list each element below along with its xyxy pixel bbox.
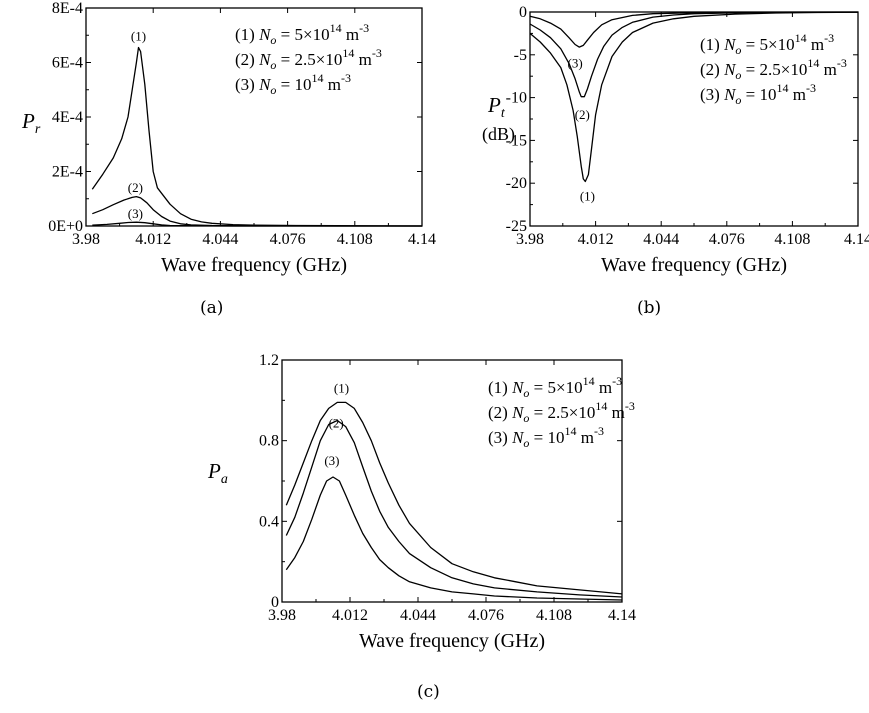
x-tick-label: 4.108 — [337, 231, 373, 248]
legend: (1) No = 5×1014 m-3(2) No = 2.5×1014 m-3… — [700, 31, 847, 107]
x-axis-label: Wave frequency (GHz) — [161, 254, 347, 276]
x-tick-label: 4.076 — [468, 607, 504, 624]
y-axis-symbol: P — [207, 459, 221, 483]
legend-entry-2: (2) No = 2.5×1014 m-3 — [488, 399, 635, 425]
legend-entry-3: (3) No = 1014 m-3 — [488, 424, 604, 450]
legend: (1) No = 5×1014 m-3(2) No = 2.5×1014 m-3… — [488, 374, 635, 450]
x-tick-label: 4.076 — [270, 231, 306, 248]
series-label-2: (2) — [128, 180, 143, 195]
x-tick-label: 4.012 — [135, 231, 171, 248]
series-line-2 — [529, 11, 859, 98]
y-axis-label: Pr — [21, 109, 41, 137]
x-tick-label: 4.044 — [202, 231, 238, 248]
y-tick-label: 6E-4 — [52, 55, 83, 72]
y-tick-label: -10 — [506, 90, 527, 107]
y-tick-label: 0.8 — [259, 433, 279, 450]
series-line-3 — [529, 11, 859, 48]
caption-c: (c) — [417, 682, 440, 702]
legend-entry-2: (2) No = 2.5×1014 m-3 — [235, 46, 382, 72]
legend-entry-1: (1) No = 5×1014 m-3 — [235, 21, 369, 47]
series-label-3: (3) — [324, 453, 339, 468]
caption-b: (b) — [637, 298, 662, 318]
y-axis-label: Pt — [487, 93, 506, 121]
x-tick-label: 4.012 — [332, 607, 368, 624]
series-line-1 — [529, 11, 859, 183]
series-label-1: (1) — [580, 188, 595, 203]
y-tick-label: 2E-4 — [52, 164, 83, 181]
y-tick-label: 1.2 — [259, 352, 279, 369]
series-line-3 — [285, 476, 623, 601]
y-axis-symbol: P — [21, 109, 35, 133]
y-tick-label: -25 — [506, 218, 527, 235]
y-axis-subscript: t — [501, 106, 506, 121]
y-axis-subscript: a — [221, 472, 228, 487]
y-tick-label: 4E-4 — [52, 109, 83, 126]
x-tick-label: 4.14 — [844, 231, 869, 248]
chart-b: 3.98 4.012 4.044 4.076 4.108 4.14 0 -5 -10 -15 -20… — [482, 4, 869, 276]
x-tick-label: 3.98 — [72, 231, 100, 248]
series-label-3: (3) — [128, 206, 143, 221]
chart-c: 3.98 4.012 4.044 4.076 4.108 4.14 0 0.4 0.8 1.2 Wa… — [207, 352, 636, 652]
series-label-3: (3) — [568, 56, 583, 71]
legend-entry-3: (3) No = 1014 m-3 — [235, 71, 351, 97]
y-tick-label: 0E+0 — [48, 218, 83, 235]
legend-entry-1: (1) No = 5×1014 m-3 — [700, 31, 834, 57]
x-tick-label: 4.14 — [408, 231, 436, 248]
chart-a: 3.98 4.012 4.044 4.076 4.108 4.14 0E+0 2E-4 4E-4… — [21, 0, 436, 276]
y-axis-label: Pa — [207, 459, 228, 487]
x-tick-label: 4.108 — [536, 607, 572, 624]
y-tick-label: 0 — [519, 4, 527, 21]
series-label-1: (1) — [131, 29, 146, 44]
x-tick-label: 4.044 — [400, 607, 436, 624]
y-tick-label: -15 — [506, 132, 527, 149]
series-label-2: (2) — [329, 416, 344, 431]
y-axis-symbol: P — [487, 93, 501, 117]
legend-entry-2: (2) No = 2.5×1014 m-3 — [700, 56, 847, 82]
x-tick-label: 3.98 — [516, 231, 544, 248]
series-line-3 — [92, 221, 422, 227]
caption-a: (a) — [200, 298, 224, 318]
y-axis-subscript: r — [35, 122, 41, 137]
series-line-1 — [285, 401, 623, 595]
x-axis-label: Wave frequency (GHz) — [601, 254, 787, 276]
legend-entry-3: (3) No = 1014 m-3 — [700, 81, 816, 107]
x-tick-label: 4.076 — [709, 231, 745, 248]
x-tick-label: 4.012 — [578, 231, 614, 248]
x-tick-label: 4.044 — [643, 231, 679, 248]
y-tick-label: -5 — [514, 47, 527, 64]
series-label-2: (2) — [575, 107, 590, 122]
x-tick-label: 4.14 — [608, 607, 636, 624]
series-label-1: (1) — [334, 380, 349, 395]
y-tick-label: 0 — [271, 594, 279, 611]
x-axis-label: Wave frequency (GHz) — [359, 630, 545, 652]
x-tick-label: 4.108 — [774, 231, 810, 248]
series-line-2 — [285, 419, 623, 598]
legend: (1) No = 5×1014 m-3(2) No = 2.5×1014 m-3… — [235, 21, 382, 97]
x-tick-label: 3.98 — [268, 607, 296, 624]
y-tick-label: 8E-4 — [52, 0, 83, 17]
y-axis-unit: (dB) — [482, 124, 515, 145]
legend-entry-1: (1) No = 5×1014 m-3 — [488, 374, 622, 400]
y-tick-label: -20 — [506, 175, 527, 192]
y-tick-label: 0.4 — [259, 513, 279, 530]
